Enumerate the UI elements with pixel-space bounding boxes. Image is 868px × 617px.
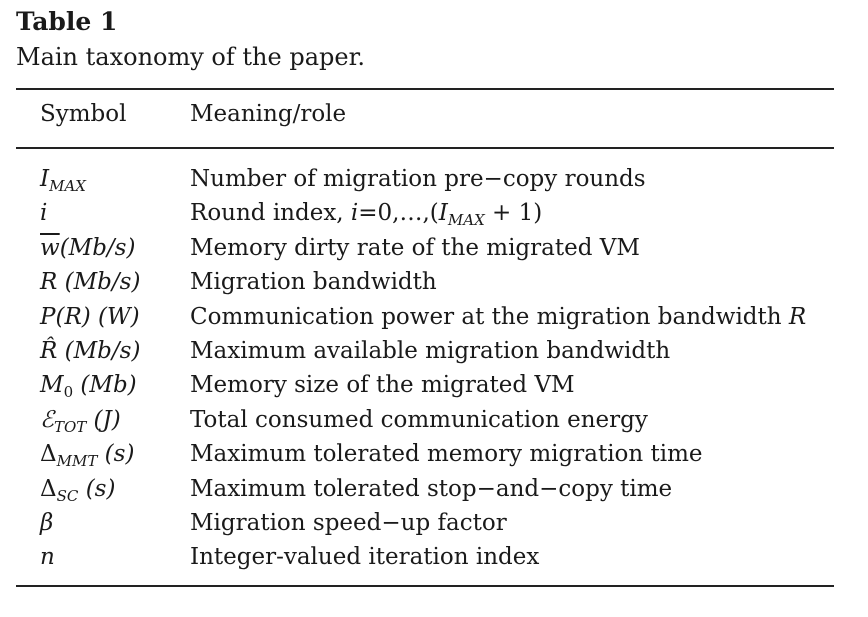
meaning-cell: Communication power at the migration ban… [190, 303, 807, 330]
symbol-cell: i [40, 200, 48, 227]
table-row: ℰTOT (J) Total consumed communication en… [0, 403, 868, 437]
meaning-cell: Total consumed communication energy [190, 406, 648, 433]
meaning-cell: Integer-valued iteration index [190, 544, 540, 571]
symbol-cell: n [40, 544, 55, 571]
meaning-cell: Number of migration pre−copy rounds [190, 166, 646, 192]
meaning-cell: Maximum tolerated memory migration time [190, 441, 703, 468]
table-row: R̂ (Mb/s) Maximum available migration ba… [0, 334, 868, 368]
symbol-cell: β [40, 509, 54, 536]
meaning-cell: Memory dirty rate of the migrated VM [190, 234, 640, 261]
meaning-cell: Migration bandwidth [190, 269, 437, 296]
table-row: R (Mb/s) Migration bandwidth [0, 265, 868, 299]
table-row: n Integer-valued iteration index [0, 540, 868, 574]
meaning-cell: Maximum tolerated stop−and−copy time [190, 475, 673, 502]
table-caption-label: Table 1 [16, 7, 118, 36]
table-row: w(Mb/s) Memory dirty rate of the migrate… [0, 231, 868, 265]
table-caption-text: Main taxonomy of the paper. [16, 43, 366, 71]
table-bottom-rule [16, 585, 834, 587]
table-row: M0 (Mb) Memory size of the migrated VM [0, 368, 868, 402]
symbol-cell: ℰTOT (J) [40, 406, 121, 436]
symbol-cell: ΔSC (s) [40, 475, 116, 505]
symbol-cell: R (Mb/s) [40, 269, 141, 296]
table-body: IMAX Number of migration pre−copy rounds… [0, 162, 868, 575]
meaning-cell: Round index, i=0,…,(IMAX + 1) [190, 200, 543, 230]
table-top-rule [16, 88, 834, 90]
table-row: β Migration speed−up factor [0, 506, 868, 540]
table-row: IMAX Number of migration pre−copy rounds [0, 162, 868, 196]
table-row: ΔMMT (s) Maximum tolerated memory migrat… [0, 437, 868, 471]
symbol-cell: M0 (Mb) [40, 372, 137, 402]
symbol-cell: ΔMMT (s) [40, 441, 135, 471]
table-header-rule [16, 147, 834, 149]
meaning-cell: Migration speed−up factor [190, 509, 507, 536]
header-meaning: Meaning/role [190, 101, 347, 127]
symbol-cell: w(Mb/s) [40, 234, 136, 261]
meaning-cell: Memory size of the migrated VM [190, 372, 575, 399]
header-symbol: Symbol [40, 101, 127, 127]
symbol-cell: IMAX [40, 166, 86, 195]
table-row: P(R) (W) Communication power at the migr… [0, 300, 868, 334]
table-row: ΔSC (s) Maximum tolerated stop−and−copy … [0, 472, 868, 506]
symbol-cell: P(R) (W) [40, 303, 140, 330]
meaning-cell: Maximum available migration bandwidth [190, 337, 671, 364]
symbol-cell: R̂ (Mb/s) [40, 337, 141, 364]
table-row: i Round index, i=0,…,(IMAX + 1) [0, 196, 868, 230]
